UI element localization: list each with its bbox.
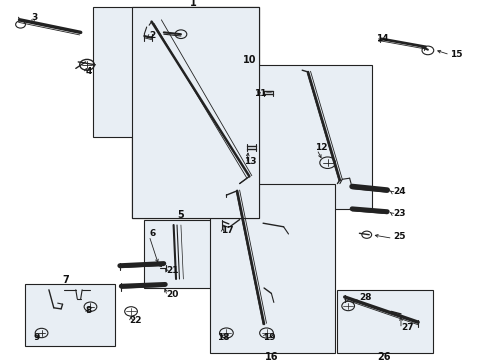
Text: 18: 18	[216, 333, 229, 342]
Text: 25: 25	[393, 233, 406, 241]
Text: 21: 21	[166, 266, 179, 275]
Text: 13: 13	[244, 157, 257, 166]
Bar	[132, 7, 259, 218]
Text: 2: 2	[149, 31, 155, 40]
Bar	[144, 220, 217, 288]
Text: 5: 5	[177, 210, 184, 220]
Text: 12: 12	[315, 143, 327, 152]
Text: 11: 11	[254, 89, 266, 98]
Text: 8: 8	[85, 306, 92, 315]
Bar	[337, 290, 432, 353]
Text: 15: 15	[449, 50, 462, 59]
Text: 20: 20	[166, 290, 178, 299]
Bar	[25, 284, 115, 346]
Text: 22: 22	[129, 316, 142, 325]
Bar	[132, 7, 259, 218]
Bar	[210, 184, 334, 353]
Text: 23: 23	[393, 209, 406, 217]
Text: 3: 3	[32, 13, 38, 22]
Text: 6: 6	[149, 230, 155, 239]
Text: 26: 26	[376, 352, 390, 360]
Text: 28: 28	[359, 292, 371, 302]
Text: 14: 14	[376, 34, 388, 43]
Polygon shape	[93, 7, 259, 218]
Text: 27: 27	[400, 323, 413, 332]
Text: 17: 17	[221, 226, 234, 235]
Text: 7: 7	[62, 275, 69, 285]
Bar	[239, 65, 371, 209]
Text: 16: 16	[264, 352, 278, 360]
Text: 4: 4	[85, 68, 92, 77]
Text: 1: 1	[189, 0, 196, 8]
Text: 10: 10	[243, 55, 256, 65]
Text: 24: 24	[393, 187, 406, 196]
Text: 19: 19	[263, 333, 275, 342]
Text: 9: 9	[33, 333, 40, 342]
